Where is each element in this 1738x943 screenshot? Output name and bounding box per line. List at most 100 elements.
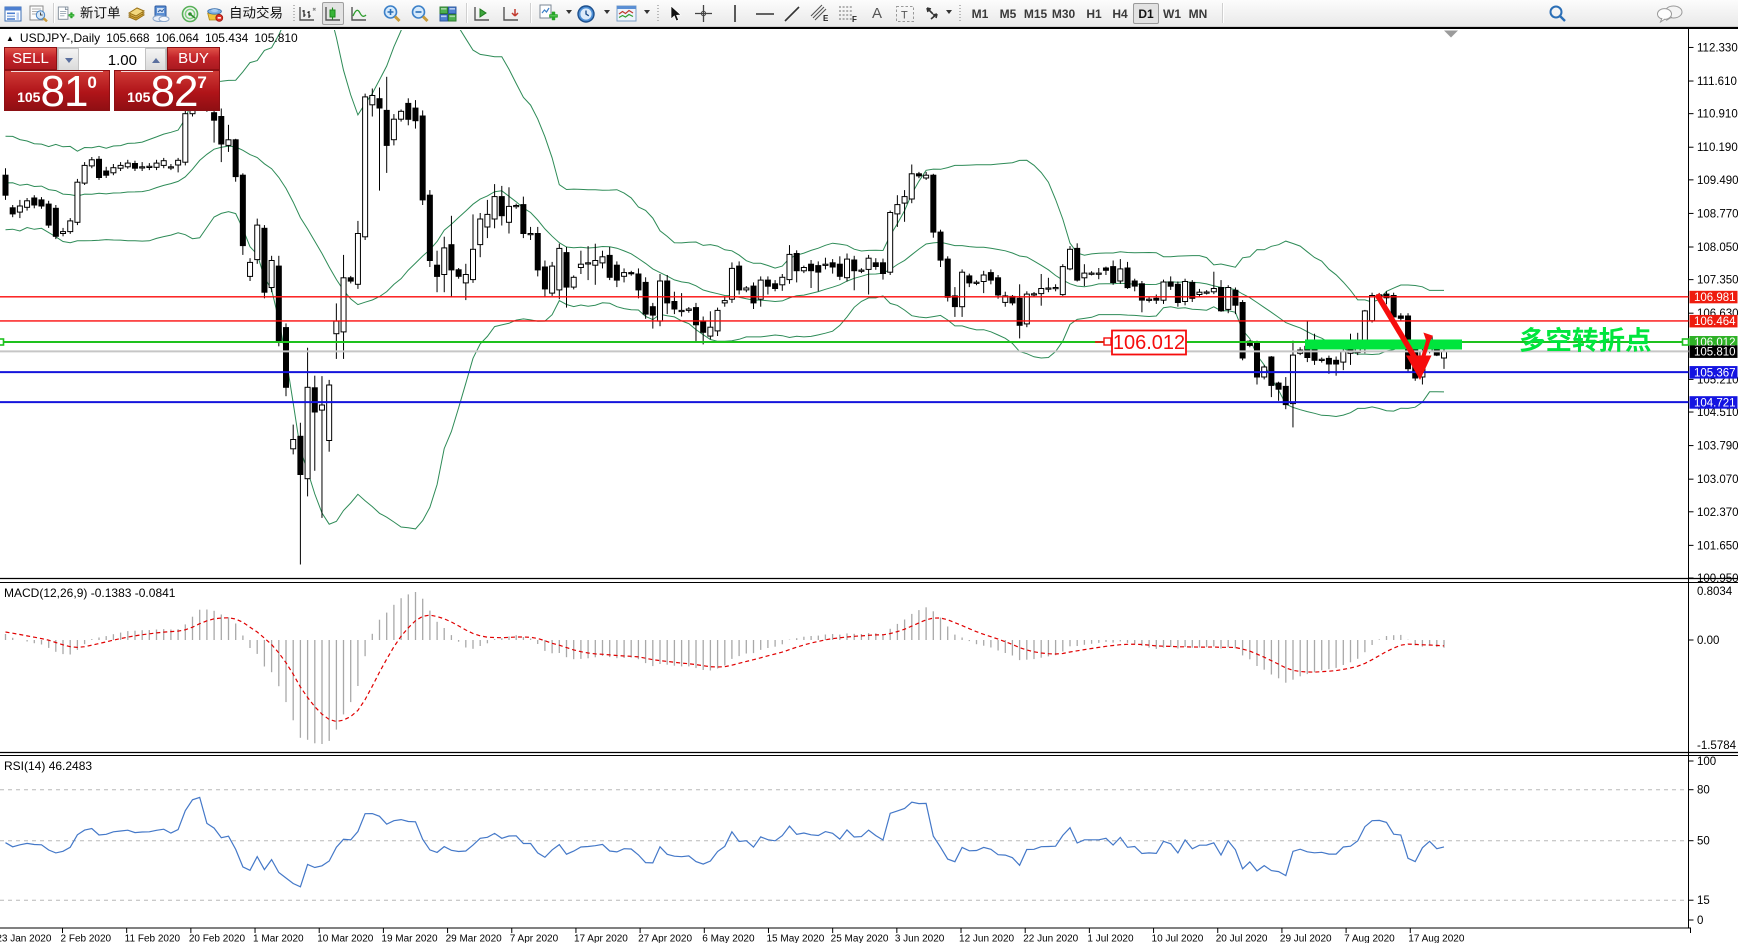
- candle-bullish: [390, 118, 397, 141]
- sell-button[interactable]: SELL: [4, 47, 57, 70]
- tf-w1[interactable]: W1: [1163, 6, 1181, 21]
- cursor-icon[interactable]: [663, 2, 687, 25]
- tf-h4[interactable]: H4: [1112, 6, 1128, 21]
- tf-d1[interactable]: D1: [1133, 3, 1159, 24]
- price-tick-label: 100.950: [1697, 573, 1738, 585]
- strategy-tester-icon[interactable]: [179, 2, 201, 25]
- channel-tool-label: E: [823, 14, 829, 23]
- indicators-icon[interactable]: [536, 2, 560, 25]
- candle-bullish: [16, 205, 23, 213]
- candle-bearish: [1124, 267, 1131, 289]
- candle-bearish: [1131, 280, 1138, 287]
- candle-bearish: [563, 252, 570, 288]
- arrows-dropdown-caret[interactable]: [946, 10, 952, 14]
- candle-bullish: [1081, 272, 1088, 279]
- tf-m5[interactable]: M5: [999, 6, 1017, 21]
- candle-bearish: [851, 259, 858, 272]
- market-watch-icon[interactable]: [2, 2, 24, 25]
- tf-h1[interactable]: H1: [1086, 6, 1102, 21]
- buy-price[interactable]: 105 82 7: [114, 69, 220, 113]
- date-tick-label: 17 Aug 2020: [1408, 934, 1465, 943]
- periods-dropdown-caret[interactable]: [604, 10, 610, 14]
- candle-bullish: [160, 160, 167, 166]
- candle-bullish: [484, 213, 491, 228]
- one-click-trading-panel: SELL 1.00 BUY 105 81 0 105 82: [4, 47, 220, 113]
- zoom-out-icon[interactable]: [409, 2, 431, 25]
- sell-price[interactable]: 105 81 0: [4, 69, 110, 113]
- red-arrow[interactable]: [1374, 293, 1433, 381]
- candle-bearish: [31, 197, 38, 206]
- tf-m15[interactable]: M15: [1023, 6, 1048, 21]
- autotrading-button[interactable]: [206, 2, 284, 25]
- terminal-icon[interactable]: [150, 2, 172, 25]
- periods-icon[interactable]: [574, 2, 598, 25]
- candle-bullish: [304, 386, 311, 480]
- tf-m1[interactable]: M1: [971, 6, 989, 21]
- candle-bullish: [1369, 295, 1376, 322]
- equidistant-channel-icon[interactable]: E: [807, 2, 833, 25]
- templates-dropdown-caret[interactable]: [644, 10, 650, 14]
- annotation-note-text[interactable]: [1520, 326, 1651, 353]
- price-tick-label: 110.910: [1697, 109, 1738, 121]
- tf-m30[interactable]: M30: [1051, 6, 1076, 21]
- chart-shift-marker[interactable]: [1444, 30, 1458, 38]
- templates-icon[interactable]: [614, 2, 638, 25]
- arrows-tool[interactable]: [920, 2, 944, 25]
- candle-bullish: [117, 164, 124, 169]
- candle-bearish: [1232, 289, 1239, 306]
- search-icon[interactable]: [1545, 2, 1569, 25]
- buy-button[interactable]: BUY: [167, 47, 220, 70]
- buy-price-point: 7: [197, 73, 207, 92]
- candle-bullish: [800, 267, 807, 272]
- text-label-tool[interactable]: T: [893, 2, 917, 25]
- candlestick-chart-icon[interactable]: [322, 2, 344, 25]
- candle-bullish: [959, 271, 966, 308]
- chart-shift-icon[interactable]: [470, 2, 494, 25]
- date-tick-label: 29 Jul 2020: [1280, 934, 1332, 943]
- macd-label: MACD(12,26,9) -0.1383 -0.0841: [4, 586, 176, 600]
- line-chart-icon[interactable]: [348, 2, 370, 25]
- highlight-rectangle[interactable]: [1305, 339, 1462, 350]
- bar-chart-icon[interactable]: [296, 2, 318, 25]
- fibonacci-icon[interactable]: F: [835, 2, 861, 25]
- history-center-icon[interactable]: [125, 2, 147, 25]
- indicators-dropdown-caret[interactable]: [566, 10, 572, 14]
- candle-bearish: [915, 173, 922, 177]
- rsi-panel: [0, 789, 1688, 901]
- horizontal-line-icon[interactable]: [753, 2, 777, 25]
- rsi-scale-label: 50: [1697, 836, 1710, 848]
- candle-bearish: [261, 227, 268, 293]
- candle-bearish: [1189, 281, 1196, 299]
- sell-price-handle: 105: [17, 89, 41, 105]
- candle-bullish: [1210, 288, 1217, 293]
- data-window-icon[interactable]: [27, 2, 49, 25]
- date-tick-label: 15 May 2020: [766, 934, 824, 943]
- buy-button-label: BUY: [178, 50, 209, 67]
- candle-bullish: [728, 267, 735, 300]
- collapse-triangle-icon[interactable]: ▲: [6, 33, 14, 43]
- crosshair-icon[interactable]: [691, 2, 715, 25]
- new-order-button[interactable]: [57, 2, 121, 25]
- candle-bearish: [772, 283, 779, 289]
- chat-icon[interactable]: [1655, 2, 1685, 25]
- candle-bullish: [1340, 350, 1347, 363]
- candle-bullish: [599, 256, 606, 264]
- hline-handle-right[interactable]: [1681, 338, 1690, 346]
- tile-windows-icon[interactable]: [437, 2, 459, 25]
- candle-bullish: [707, 326, 714, 337]
- tf-mn[interactable]: MN: [1188, 6, 1208, 21]
- vertical-line-icon[interactable]: [723, 2, 747, 25]
- candle-bullish: [1225, 287, 1232, 310]
- candle-bullish: [182, 113, 189, 163]
- hline-handle-left[interactable]: [0, 338, 5, 346]
- trendline-icon[interactable]: [780, 2, 804, 25]
- candle-bullish: [1160, 281, 1167, 301]
- volume-input[interactable]: 1.00: [107, 51, 137, 69]
- candle-bullish: [247, 261, 254, 277]
- candle-bearish: [1218, 287, 1225, 312]
- auto-scroll-icon[interactable]: [499, 2, 523, 25]
- level-label[interactable]: 106.012: [1095, 329, 1187, 356]
- text-tool[interactable]: A: [865, 2, 889, 25]
- zoom-in-icon[interactable]: [381, 2, 403, 25]
